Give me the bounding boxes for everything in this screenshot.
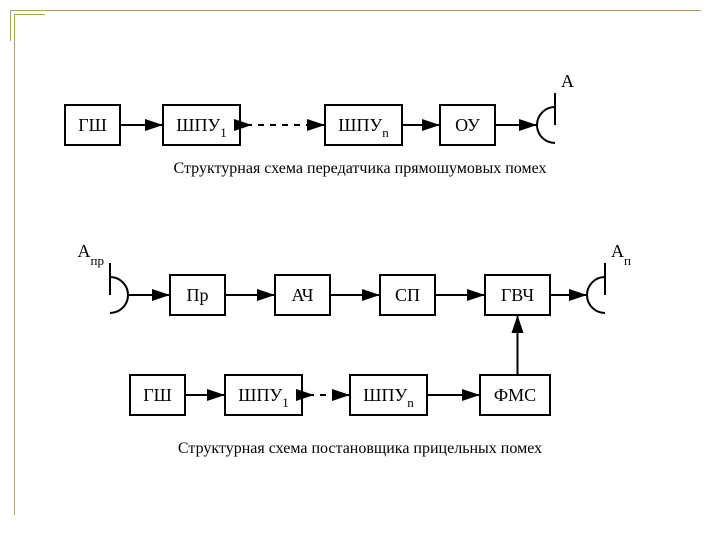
block-label-d2-gsh: ГШ (143, 385, 172, 405)
block-label-d1-oy: ОУ (455, 115, 480, 135)
antenna-icon (537, 107, 555, 143)
block-label-d2-sp: СП (395, 285, 420, 305)
block-label-d2-fms: ФМС (494, 385, 536, 405)
antenna-label: Ап (611, 241, 631, 268)
antenna-icon (110, 277, 128, 313)
antenna-label: А (561, 71, 574, 91)
block-label-d2-ach: АЧ (292, 285, 314, 305)
block-label-d2-gvch: ГВЧ (501, 285, 535, 305)
antenna-icon (587, 277, 605, 313)
block-label-d1-gsh: ГШ (78, 115, 107, 135)
diagram1-caption: Структурная схема передатчика прямошумов… (0, 160, 720, 178)
block-label-d2-pr: Пр (187, 285, 209, 305)
diagram2-caption: Структурная схема постановщика прицельны… (0, 440, 720, 458)
antenna-label: Апр (78, 241, 104, 268)
diagrams-svg: ГШШПУ1ШПУnОУАПрАЧСПГВЧГШШПУ1ШПУnФМСАпрАп (0, 0, 720, 540)
